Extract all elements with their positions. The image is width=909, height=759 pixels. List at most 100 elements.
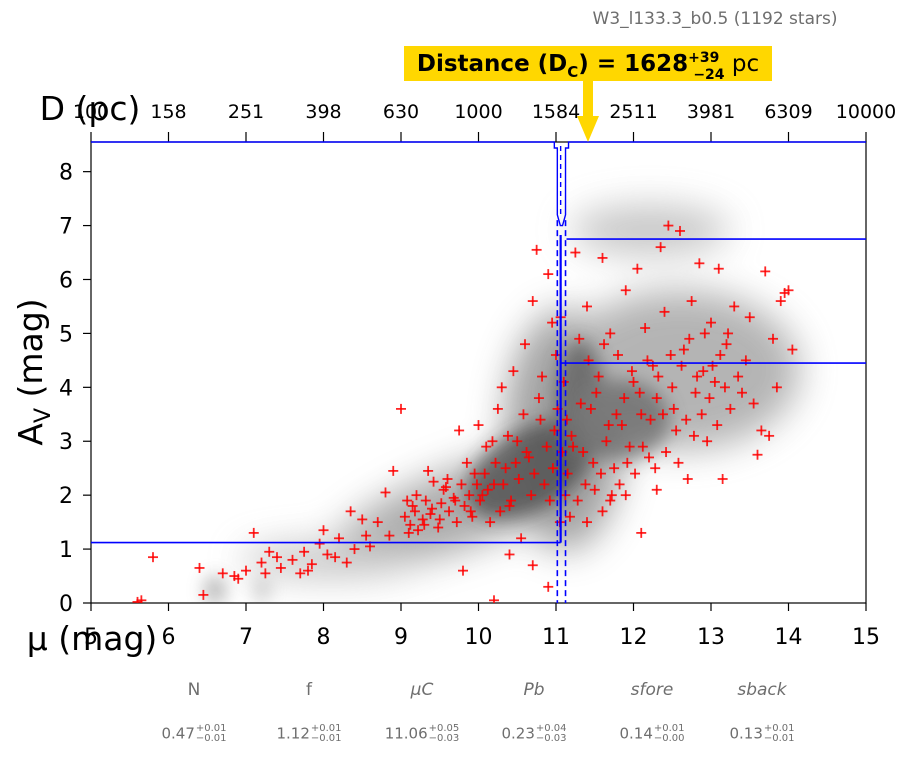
star-marker (637, 441, 648, 452)
star-marker (636, 527, 647, 538)
star-marker (473, 420, 484, 431)
y-tick-label: 5 (59, 322, 73, 347)
star-marker (636, 409, 647, 420)
star-marker (568, 441, 579, 452)
y-tick-label: 4 (59, 376, 73, 401)
star-marker (341, 557, 352, 568)
star-marker (771, 382, 782, 393)
star-marker (630, 468, 641, 479)
star-marker (409, 506, 420, 517)
star-marker (624, 441, 635, 452)
top-axis-label: D (pc) (40, 89, 141, 128)
badge-mid: ) = 1628 (578, 51, 688, 77)
star-marker (399, 511, 410, 522)
star-marker (275, 562, 286, 573)
param-value: 0.13 (729, 724, 763, 743)
badge-sub: C (567, 63, 578, 81)
distance-badge: Distance (DC) = 1628+39 −24 pc (404, 46, 772, 142)
star-marker (620, 490, 631, 501)
star-marker (671, 425, 682, 436)
star-marker (456, 479, 467, 490)
star-marker (562, 468, 573, 479)
top-tick-label: 100 (73, 101, 109, 123)
star-marker (605, 495, 616, 506)
distance-arrow-icon (577, 81, 599, 142)
star-marker (655, 242, 666, 253)
star-marker (512, 436, 523, 447)
star-marker (547, 463, 558, 474)
param-plus: +0.05 (428, 723, 460, 734)
star-marker (605, 328, 616, 339)
star-marker (233, 573, 244, 584)
star-marker (709, 376, 720, 387)
star-marker (721, 339, 732, 350)
distance-posterior-outline (91, 141, 866, 227)
star-marker (465, 506, 476, 517)
star-marker (748, 398, 759, 409)
star-marker (448, 492, 459, 503)
top-tick-label: 158 (150, 101, 186, 123)
top-tick-label: 251 (228, 101, 264, 123)
star-marker (479, 468, 490, 479)
star-marker (609, 463, 620, 474)
badge-sup: +39 (688, 50, 719, 66)
star-marker (661, 447, 672, 458)
star-marker (663, 220, 674, 231)
y-tick-label: 3 (59, 430, 73, 455)
star-marker (425, 509, 436, 520)
param-name: Pb (523, 680, 545, 700)
star-marker (712, 420, 723, 431)
left-axis-ticks: 0 1 2 3 4 5 6 7 8 (59, 161, 91, 617)
badge-suffix: pc (725, 51, 760, 77)
star-marker (504, 549, 515, 560)
star-marker (729, 301, 740, 312)
star-marker (467, 511, 478, 522)
star-marker (518, 409, 529, 420)
star-marker (651, 484, 662, 495)
star-marker (764, 430, 775, 441)
star-marker (667, 382, 678, 393)
param-name: sfore (630, 680, 674, 700)
param-plus: +0.04 (535, 723, 567, 734)
star-marker (334, 533, 344, 544)
star-marker (582, 301, 592, 312)
star-marker (481, 441, 492, 452)
field-label: W3_l133.3_b0.5 (1192 stars) (593, 9, 838, 29)
y-tick-label: 2 (59, 484, 73, 509)
star-marker (533, 393, 544, 404)
star-marker (768, 333, 778, 344)
star-marker (405, 519, 416, 530)
param-name: μC (410, 680, 434, 700)
star-marker (595, 468, 606, 479)
star-marker (384, 530, 395, 541)
star-marker (442, 473, 453, 484)
x-tick-label: 12 (620, 625, 648, 650)
star-marker (495, 506, 506, 517)
star-marker (580, 479, 591, 490)
star-marker (744, 312, 755, 323)
star-marker (634, 387, 645, 398)
x-tick-label: 5 (84, 625, 98, 650)
star-marker (380, 487, 391, 498)
star-marker (440, 482, 451, 493)
star-marker (547, 317, 558, 328)
star-marker (527, 560, 538, 571)
star-marker (673, 457, 684, 468)
star-marker (458, 565, 468, 576)
star-marker (523, 452, 534, 463)
badge-subscr: −24 (693, 67, 724, 83)
star-marker (248, 527, 259, 538)
star-marker (498, 479, 509, 490)
star-marker (644, 452, 654, 463)
star-marker (535, 414, 546, 425)
extinction-model-lines (91, 141, 866, 603)
star-marker (419, 519, 430, 530)
star-marker (783, 285, 794, 296)
bottom-axis-ticks: 5 6 7 8 9 10 11 12 13 14 15 (84, 603, 880, 650)
star-marker (690, 387, 701, 398)
star-marker (706, 317, 716, 328)
star-marker (699, 328, 710, 339)
star-marker (698, 366, 709, 377)
y-tick-label: 1 (59, 538, 73, 563)
star-marker (461, 457, 472, 468)
